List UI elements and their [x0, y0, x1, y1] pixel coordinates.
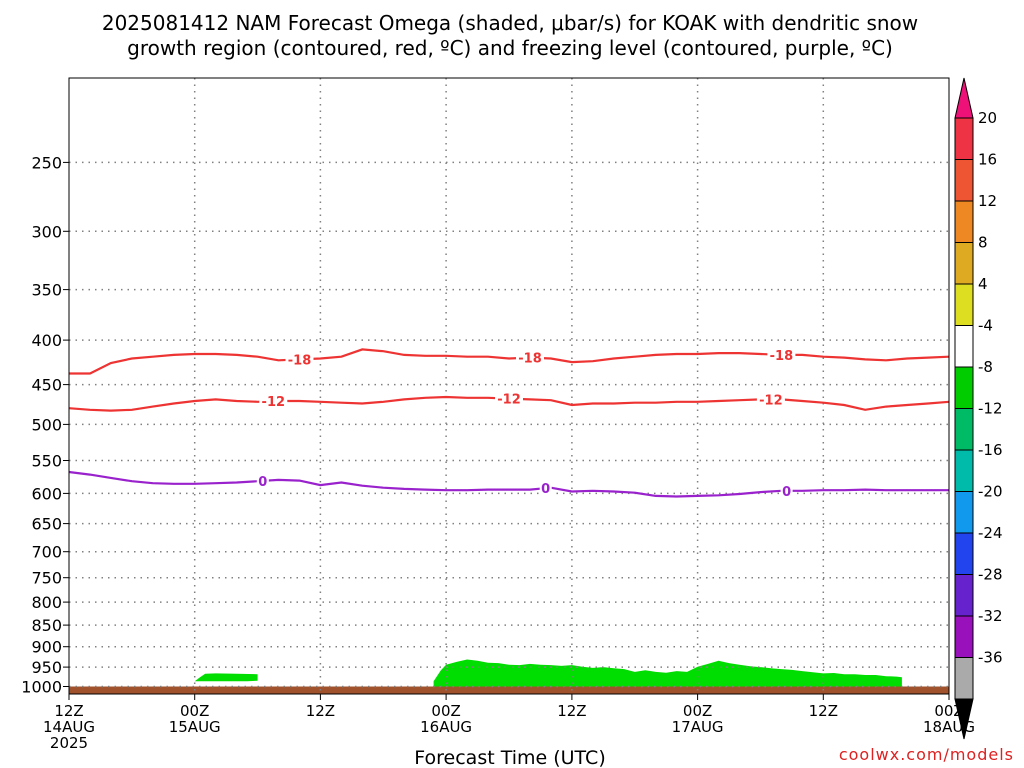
contour-label-bg	[767, 347, 796, 362]
pressure-axis: 250 300 350 400 450 500 550 600 650 700 750 800 850 9…	[21, 153, 69, 697]
colorbar-segment-5	[954, 283, 974, 326]
contour-label-bg	[256, 473, 269, 488]
colorbar-top-arrow	[954, 77, 974, 119]
colorbar-segment-8	[954, 408, 974, 451]
colorbar-label-1: 20	[978, 109, 997, 127]
colorbar-label-7: -8	[978, 358, 993, 376]
contour-label--18-2: -18	[518, 352, 542, 367]
contours: -18 -18 -18 -12 -12 -12 0 0 0	[68, 347, 950, 500]
x-tick-label-0-1: 12Z	[54, 702, 83, 720]
colorbar-segment-7	[954, 366, 974, 409]
contour-label--18-1: -18	[288, 353, 312, 368]
y-tick-label-700: 700	[31, 543, 62, 562]
colorbar-label-14: -36	[978, 649, 1003, 667]
colorbar-segment-10	[954, 491, 974, 534]
colorbar-segment-12	[954, 574, 974, 617]
contour-label-0-2: 0	[541, 482, 550, 497]
credit-link[interactable]: coolwx.com/models	[839, 745, 1014, 764]
colorbar-label-12: -28	[978, 566, 1003, 584]
x-tick-label-60-2: 17AUG	[672, 718, 724, 736]
colorbar-label-9: -16	[978, 441, 1003, 459]
colorbar-label-8: -12	[978, 400, 1003, 418]
colorbar-label-4: 8	[978, 234, 988, 252]
y-tick-label-250: 250	[31, 153, 62, 172]
colorbar-segment-14	[954, 657, 974, 700]
upward-omega-region-1	[194, 673, 258, 693]
y-tick-label-450: 450	[31, 376, 62, 395]
y-tick-label-1000: 1000	[21, 678, 62, 697]
y-tick-label-600: 600	[31, 484, 62, 503]
colorbar-segment-4	[954, 242, 974, 285]
colorbar-label-3: 12	[978, 192, 997, 210]
colorbar-label-5: 4	[978, 275, 988, 293]
y-tick-label-300: 300	[31, 222, 62, 241]
y-tick-label-950: 950	[31, 658, 62, 677]
contour-label--12-2: -12	[497, 393, 521, 408]
contour-label-bg	[539, 481, 552, 496]
contour-label-bg	[516, 350, 544, 365]
y-tick-label-400: 400	[31, 331, 62, 350]
contour-label-0-3: 0	[782, 485, 791, 500]
colorbar-segment-11	[954, 532, 974, 575]
contour-label-bg	[285, 352, 314, 367]
colorbar-label-13: -32	[978, 607, 1003, 625]
y-tick-label-650: 650	[31, 515, 62, 534]
x-axis-title: Forecast Time (UTC)	[414, 747, 605, 768]
colorbar-label-11: -24	[978, 524, 1003, 542]
colorbar-segment-2	[954, 159, 974, 202]
terrain	[69, 686, 949, 694]
x-tick-label-60-1: 00Z	[683, 702, 712, 720]
colorbar-label-6: -4	[978, 317, 993, 335]
y-tick-label-850: 850	[31, 616, 62, 635]
x-tick-label-0-2: 14AUG	[43, 718, 95, 736]
colorbar-segment-13	[954, 615, 974, 658]
contour-label--12-3: -12	[759, 393, 783, 408]
x-tick-label-36-2: 16AUG	[420, 718, 472, 736]
plot-grid	[69, 78, 949, 694]
omega-colorbar: 20 16 12 8 4 -4 -8 -12 -16 -20 -24 -28 -32 -36	[954, 77, 1003, 740]
terrain-fill	[69, 686, 949, 694]
y-tick-label-800: 800	[31, 593, 62, 612]
contour-0	[68, 470, 949, 498]
x-tick-label-36-1: 00Z	[431, 702, 460, 720]
y-tick-label-350: 350	[31, 281, 62, 300]
colorbar-segment-6	[954, 325, 974, 368]
x-tick-label-48-1: 12Z	[557, 702, 586, 720]
colorbar-segment-9	[954, 449, 974, 492]
contour-label--12-1: -12	[262, 395, 286, 410]
x-tick-label-0-3: 2025	[50, 734, 88, 752]
colorbar-segment-1	[954, 117, 974, 160]
x-tick-label-72-1: 12Z	[809, 702, 838, 720]
colorbar-label-10: -20	[978, 483, 1003, 501]
x-tick-label-24-1: 12Z	[306, 702, 335, 720]
contour-label-bg	[495, 391, 523, 406]
x-tick-label-12-1: 00Z	[180, 702, 209, 720]
contour-label-bg	[780, 483, 793, 498]
x-tick-label-12-2: 15AUG	[169, 718, 221, 736]
colorbar-label-2: 16	[978, 151, 997, 169]
y-tick-label-500: 500	[31, 415, 62, 434]
contour-label-bg	[756, 392, 785, 407]
y-tick-label-750: 750	[31, 569, 62, 588]
y-tick-label-900: 900	[31, 638, 62, 657]
contour-label--18-3: -18	[770, 349, 794, 364]
contour-label-bg	[259, 394, 288, 409]
chart-title-line1: 2025081412 NAM Forecast Omega (shaded, μ…	[102, 11, 918, 35]
contour-label-0-1: 0	[258, 475, 267, 490]
colorbar-bottom-arrow	[954, 698, 974, 740]
colorbar-segment-3	[954, 200, 974, 243]
chart-title-line2: growth region (contoured, red, ºC) and f…	[127, 36, 893, 60]
y-tick-label-550: 550	[31, 452, 62, 471]
contour--18	[69, 348, 950, 375]
plot-frame	[68, 77, 950, 695]
